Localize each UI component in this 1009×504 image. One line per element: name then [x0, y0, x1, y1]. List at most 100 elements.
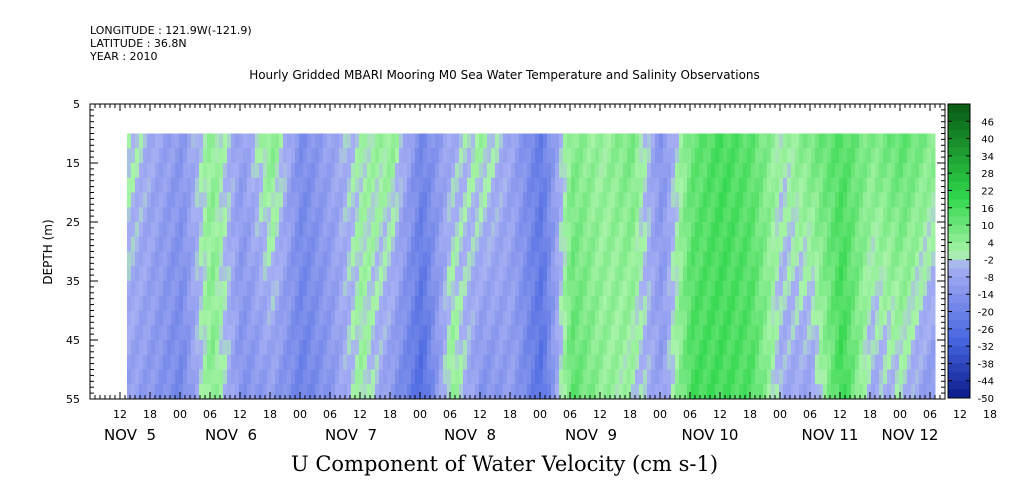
heatmap-cell	[195, 354, 200, 370]
heatmap-cell	[315, 295, 320, 311]
heatmap-cell	[715, 310, 720, 326]
heatmap-cell	[299, 133, 304, 149]
heatmap-cell	[735, 310, 740, 326]
heatmap-cell	[727, 384, 732, 400]
heatmap-cell	[847, 325, 852, 341]
heatmap-cell	[851, 133, 856, 149]
heatmap-cell	[735, 266, 740, 282]
heatmap-cell	[651, 354, 656, 370]
heatmap-cell	[471, 295, 476, 311]
heatmap-cell	[779, 281, 784, 297]
heatmap-cell	[155, 354, 160, 370]
heatmap-cell	[403, 310, 408, 326]
heatmap-cell	[495, 281, 500, 297]
heatmap-cell	[711, 325, 716, 341]
heatmap-cell	[323, 384, 328, 400]
heatmap-cell	[139, 384, 144, 400]
heatmap-cell	[567, 163, 572, 179]
heatmap-cell	[547, 310, 552, 326]
heatmap-cell	[783, 295, 788, 311]
heatmap-cell	[507, 369, 512, 385]
heatmap-cell	[279, 177, 284, 193]
heatmap-cell	[255, 295, 260, 311]
heatmap-cell	[883, 148, 888, 164]
heatmap-cell	[175, 148, 180, 164]
heatmap-cell	[475, 192, 480, 208]
heatmap-cell	[923, 236, 928, 252]
heatmap-cell	[519, 325, 524, 341]
heatmap-cell	[823, 354, 828, 370]
heatmap-cell	[271, 281, 276, 297]
heatmap-cell	[915, 133, 920, 149]
heatmap-cell	[411, 133, 416, 149]
heatmap-cell	[531, 163, 536, 179]
heatmap-cell	[395, 340, 400, 356]
x-hour-label: 06	[803, 408, 817, 421]
heatmap-cell	[699, 148, 704, 164]
heatmap-cell	[155, 281, 160, 297]
heatmap-cell	[631, 133, 636, 149]
heatmap-cell	[539, 163, 544, 179]
heatmap-cell	[683, 133, 688, 149]
heatmap-cell	[867, 295, 872, 311]
heatmap-cell	[263, 325, 268, 341]
heatmap-cell	[267, 295, 272, 311]
heatmap-cell	[651, 222, 656, 238]
heatmap-cell	[899, 266, 904, 282]
heatmap-cell	[855, 236, 860, 252]
heatmap-cell	[787, 369, 792, 385]
heatmap-cell	[171, 177, 176, 193]
heatmap-cell	[199, 177, 204, 193]
heatmap-cell	[283, 192, 288, 208]
heatmap-cell	[487, 133, 492, 149]
heatmap-cell	[203, 295, 208, 311]
heatmap-cell	[455, 266, 460, 282]
heatmap-cell	[799, 133, 804, 149]
heatmap-cell	[727, 133, 732, 149]
heatmap-cell	[563, 266, 568, 282]
heatmap-cell	[263, 281, 268, 297]
heatmap-cell	[147, 251, 152, 267]
heatmap-cell	[191, 310, 196, 326]
heatmap-cell	[443, 236, 448, 252]
heatmap-cell	[275, 384, 280, 400]
heatmap-cell	[827, 310, 832, 326]
heatmap-cell	[815, 251, 820, 267]
heatmap-cell	[471, 192, 476, 208]
heatmap-cell	[767, 207, 772, 223]
heatmap-cell	[527, 163, 532, 179]
heatmap-cell	[603, 266, 608, 282]
heatmap-cell	[551, 163, 556, 179]
heatmap-cell	[147, 133, 152, 149]
x-day-label: NOV 6	[205, 426, 257, 444]
heatmap-cell	[475, 222, 480, 238]
heatmap-cell	[699, 369, 704, 385]
heatmap-cell	[419, 295, 424, 311]
heatmap-cell	[479, 148, 484, 164]
heatmap-cell	[823, 236, 828, 252]
heatmap-cell	[799, 354, 804, 370]
heatmap-cell	[843, 133, 848, 149]
heatmap-cell	[379, 207, 384, 223]
heatmap-cell	[619, 340, 624, 356]
heatmap-cell	[667, 295, 672, 311]
heatmap-cell	[715, 266, 720, 282]
heatmap-cell	[747, 222, 752, 238]
heatmap-cell	[807, 340, 812, 356]
heatmap-cell	[423, 251, 428, 267]
x-hour-label: 06	[443, 408, 457, 421]
heatmap-cell	[343, 384, 348, 400]
heatmap-cell	[695, 310, 700, 326]
heatmap-cell	[831, 222, 836, 238]
heatmap-cell	[491, 192, 496, 208]
heatmap-cell	[339, 281, 344, 297]
heatmap-cell	[183, 148, 188, 164]
heatmap-cell	[515, 251, 520, 267]
heatmap-cell	[199, 266, 204, 282]
heatmap-cell	[879, 340, 884, 356]
heatmap-cell	[571, 369, 576, 385]
heatmap-cell	[375, 192, 380, 208]
heatmap-cell	[151, 325, 156, 341]
heatmap-cell	[195, 310, 200, 326]
heatmap-cell	[235, 133, 240, 149]
